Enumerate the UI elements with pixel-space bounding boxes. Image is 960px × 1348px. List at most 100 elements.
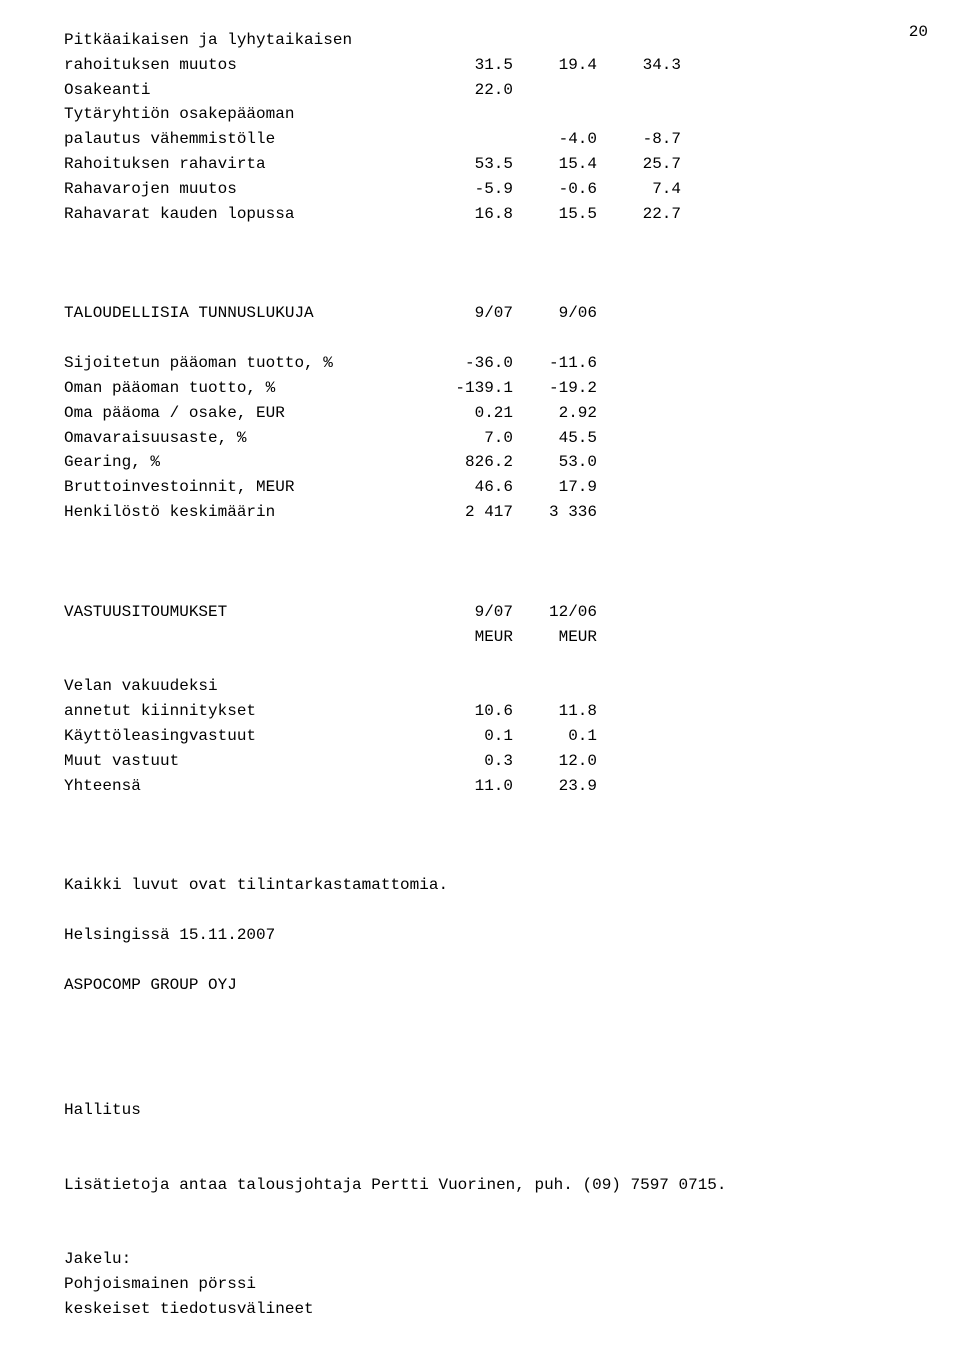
table-row: TALOUDELLISIA TUNNUSLUKUJA9/079/06	[64, 301, 896, 326]
row-value: 53.5	[429, 152, 513, 177]
table-row: Muut vastuut0.312.0	[64, 749, 896, 774]
row-value: 9/07	[429, 301, 513, 326]
row-value: 3 336	[513, 500, 597, 525]
row-value: 16.8	[429, 202, 513, 227]
row-value: 22.0	[429, 78, 513, 103]
row-label: palautus vähemmistölle	[64, 127, 429, 152]
row-label: Oma pääoma / osake, EUR	[64, 401, 429, 426]
row-value: 10.6	[429, 699, 513, 724]
row-label: Muut vastuut	[64, 749, 429, 774]
row-label: VASTUUSITOUMUKSET	[64, 600, 429, 625]
row-value: 53.0	[513, 450, 597, 475]
row-value: -139.1	[429, 376, 513, 401]
row-value: -11.6	[513, 351, 597, 376]
row-value: 2 417	[429, 500, 513, 525]
table-row: Oman pääoman tuotto, %-139.1-19.2	[64, 376, 896, 401]
row-value: 17.9	[513, 475, 597, 500]
row-value: 7.4	[597, 177, 681, 202]
row-value: 0.3	[429, 749, 513, 774]
table-row: Pitkäaikaisen ja lyhytaikaisen	[64, 28, 896, 53]
row-value: 0.1	[513, 724, 597, 749]
text-line: Lisätietoja antaa talousjohtaja Pertti V…	[64, 1173, 896, 1198]
row-value: 0.1	[429, 724, 513, 749]
row-value: 45.5	[513, 426, 597, 451]
row-value: 826.2	[429, 450, 513, 475]
table-row: rahoituksen muutos31.519.434.3	[64, 53, 896, 78]
row-label: Pitkäaikaisen ja lyhytaikaisen	[64, 28, 429, 53]
row-value: 15.4	[513, 152, 597, 177]
table-row: Rahavarat kauden lopussa16.815.522.7	[64, 202, 896, 227]
row-label: Rahavarat kauden lopussa	[64, 202, 429, 227]
row-label: Sijoitetun pääoman tuotto, %	[64, 351, 429, 376]
table-row: Tytäryhtiön osakepääoman	[64, 102, 896, 127]
row-label: Gearing, %	[64, 450, 429, 475]
table-row: Gearing, %826.253.0	[64, 450, 896, 475]
row-value: -8.7	[597, 127, 681, 152]
row-value: -5.9	[429, 177, 513, 202]
row-label: Rahoituksen rahavirta	[64, 152, 429, 177]
row-value: -0.6	[513, 177, 597, 202]
row-label: Oman pääoman tuotto, %	[64, 376, 429, 401]
table-row: Käyttöleasingvastuut0.10.1	[64, 724, 896, 749]
row-value: -36.0	[429, 351, 513, 376]
row-label: TALOUDELLISIA TUNNUSLUKUJA	[64, 301, 429, 326]
row-value: 7.0	[429, 426, 513, 451]
table-row: Henkilöstö keskimäärin2 4173 336	[64, 500, 896, 525]
row-value: 34.3	[597, 53, 681, 78]
table-row: Omavaraisuusaste, %7.045.5	[64, 426, 896, 451]
text-line: Pohjoismainen pörssi	[64, 1272, 896, 1297]
row-value: 11.0	[429, 774, 513, 799]
table-row: Sijoitetun pääoman tuotto, %-36.0-11.6	[64, 351, 896, 376]
row-value: MEUR	[513, 625, 597, 650]
row-label: Omavaraisuusaste, %	[64, 426, 429, 451]
row-value: 0.21	[429, 401, 513, 426]
row-label	[64, 625, 429, 650]
row-value: 46.6	[429, 475, 513, 500]
row-value: 2.92	[513, 401, 597, 426]
row-label: Osakeanti	[64, 78, 429, 103]
text-line: Hallitus	[64, 1098, 896, 1123]
text-line: ASPOCOMP GROUP OYJ	[64, 973, 896, 998]
table-row: MEURMEUR	[64, 625, 896, 650]
page-number: 20	[909, 20, 928, 45]
row-label: Tytäryhtiön osakepääoman	[64, 102, 429, 127]
row-value	[597, 78, 681, 103]
table-row: Bruttoinvestoinnit, MEUR46.617.9	[64, 475, 896, 500]
text-line: Jakelu:	[64, 1247, 896, 1272]
table-row: Osakeanti22.0	[64, 78, 896, 103]
document-page: 20 Pitkäaikaisen ja lyhytaikaisenrahoitu…	[0, 0, 960, 1348]
row-label: rahoituksen muutos	[64, 53, 429, 78]
table-row: palautus vähemmistölle -4.0-8.7	[64, 127, 896, 152]
row-value: 12/06	[513, 600, 597, 625]
text-line: keskeiset tiedotusvälineet	[64, 1297, 896, 1322]
row-label: Yhteensä	[64, 774, 429, 799]
document-body: Pitkäaikaisen ja lyhytaikaisenrahoitukse…	[64, 28, 896, 1322]
row-value: -19.2	[513, 376, 597, 401]
table-row: Rahavarojen muutos-5.9-0.67.4	[64, 177, 896, 202]
row-label: Bruttoinvestoinnit, MEUR	[64, 475, 429, 500]
table-row: Yhteensä11.023.9	[64, 774, 896, 799]
row-value: -4.0	[513, 127, 597, 152]
row-value: 19.4	[513, 53, 597, 78]
row-value: 9/07	[429, 600, 513, 625]
row-value: 15.5	[513, 202, 597, 227]
row-value: 12.0	[513, 749, 597, 774]
row-value: 31.5	[429, 53, 513, 78]
row-label: Henkilöstö keskimäärin	[64, 500, 429, 525]
row-value: 22.7	[597, 202, 681, 227]
table-row: VASTUUSITOUMUKSET9/0712/06	[64, 600, 896, 625]
row-label: Velan vakuudeksi	[64, 674, 429, 699]
row-value: MEUR	[429, 625, 513, 650]
text-line: Helsingissä 15.11.2007	[64, 923, 896, 948]
row-value: 9/06	[513, 301, 597, 326]
row-label: Käyttöleasingvastuut	[64, 724, 429, 749]
table-row: annetut kiinnitykset10.611.8	[64, 699, 896, 724]
row-label: Rahavarojen muutos	[64, 177, 429, 202]
table-row: Rahoituksen rahavirta53.515.425.7	[64, 152, 896, 177]
row-value: 25.7	[597, 152, 681, 177]
row-value	[513, 78, 597, 103]
row-value: 11.8	[513, 699, 597, 724]
table-row: Velan vakuudeksi	[64, 674, 896, 699]
table-row: Oma pääoma / osake, EUR0.212.92	[64, 401, 896, 426]
row-label: annetut kiinnitykset	[64, 699, 429, 724]
